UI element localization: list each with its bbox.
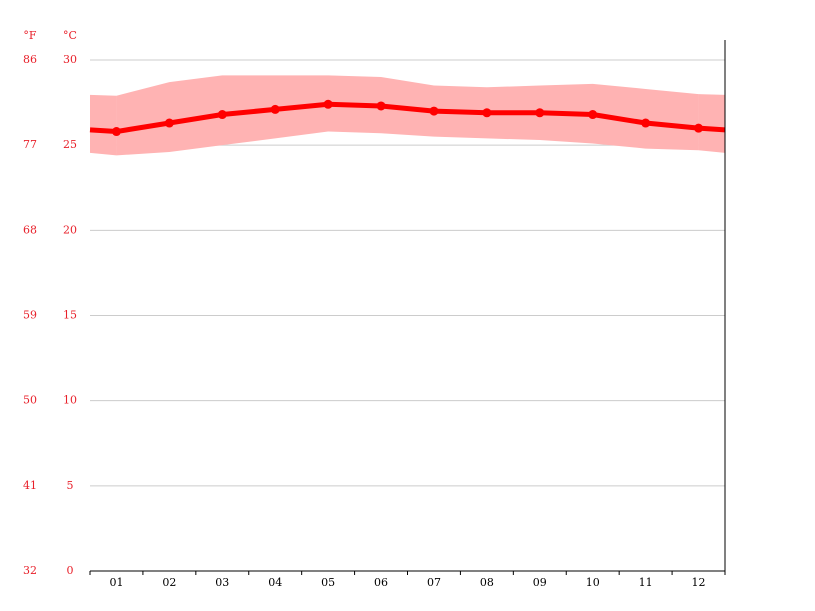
y-tick-label: 15 [63,309,77,322]
y-tick-label: 20 [63,223,77,236]
range-band [116,75,699,156]
point [535,108,545,118]
range-band-edge [698,94,725,153]
y-tick-label: 5 [67,479,74,492]
point [641,118,651,128]
x-tick-label: 04 [268,576,282,589]
y2-tick-label: 77 [23,138,37,151]
y2-axis-label: °F [23,29,37,42]
y2-tick-label: 59 [23,309,37,322]
point [217,110,227,120]
x-tick-label: 03 [215,576,229,589]
point [270,104,280,114]
y2-tick-label: 68 [23,223,37,236]
x-tick-label: 02 [162,576,176,589]
point [164,118,174,128]
plot [89,75,726,156]
point [323,99,333,109]
point [376,101,386,111]
y2-tick-label: 32 [23,564,37,577]
x-tick-label: 09 [533,576,547,589]
y2-tick-label: 50 [23,394,37,407]
range-band-edge [90,94,117,156]
point [694,123,704,133]
y-tick-label: 10 [63,394,77,407]
x-tick-label: 07 [427,576,441,589]
x-tick-label: 08 [480,576,494,589]
point [588,110,598,120]
y2-tick-label: 86 [23,53,37,66]
point [111,127,121,137]
y-axis-label: °C [63,29,77,42]
y-tick-label: 0 [67,564,74,577]
x-tick-label: 01 [109,576,123,589]
x-tick-label: 10 [586,576,600,589]
x-tick-label: 12 [692,576,706,589]
point [429,106,439,116]
point [482,108,492,118]
x-tick-label: 05 [321,576,335,589]
x-tick-label: 11 [639,576,653,589]
y-tick-label: 25 [63,138,77,151]
y-tick-label: 30 [63,53,77,66]
x-tick-label: 06 [374,576,388,589]
line [116,101,699,135]
y2-tick-label: 41 [23,479,37,492]
